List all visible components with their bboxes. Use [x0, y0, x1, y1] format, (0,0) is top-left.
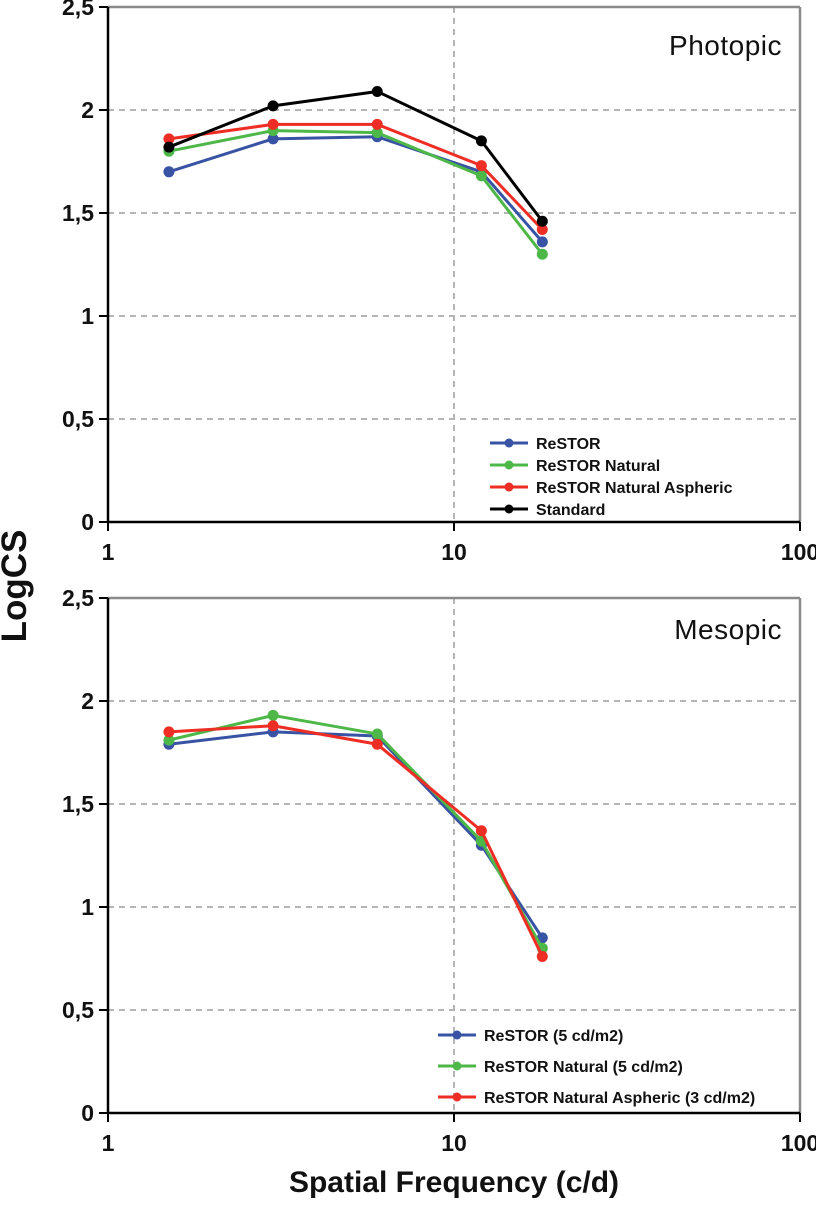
data-point [163, 734, 175, 746]
legend-marker [452, 1030, 462, 1040]
legend-marker [504, 460, 514, 470]
data-point [163, 166, 175, 178]
y-axis-title: LogCS [0, 529, 34, 643]
x-tick-label: 1 [102, 1130, 115, 1156]
y-tick-label: 2 [81, 688, 94, 714]
data-point [267, 133, 279, 145]
y-tick-label: 1,5 [62, 200, 94, 226]
x-tick-label: 100 [781, 539, 816, 565]
data-point [371, 738, 383, 750]
data-point [371, 728, 383, 740]
data-point [267, 709, 279, 721]
legend-label: ReSTOR Natural Aspheric [536, 480, 733, 497]
y-tick-label: 1 [81, 894, 94, 920]
legend-label: Standard [536, 502, 605, 519]
data-point [371, 127, 383, 139]
legend-marker [504, 482, 514, 492]
series-line-restor [167, 135, 544, 244]
y-tick-label: 1 [81, 303, 94, 329]
data-point [536, 950, 548, 962]
legend-marker [504, 438, 514, 448]
y-tick-label: 0 [81, 509, 94, 535]
data-point [163, 726, 175, 738]
y-tick-label: 2,5 [62, 0, 94, 20]
data-point [536, 236, 548, 248]
x-tick-label: 100 [781, 1130, 816, 1156]
y-tick-label: 0,5 [62, 997, 94, 1023]
legend-marker [504, 504, 514, 514]
y-tick-label: 2,5 [62, 585, 94, 611]
data-point [475, 135, 487, 147]
data-point [163, 133, 175, 145]
panel-title-mesopic: Mesopic [674, 614, 782, 645]
data-point [536, 215, 548, 227]
data-point [267, 100, 279, 112]
x-tick-label: 10 [441, 539, 467, 565]
x-tick-label: 1 [102, 539, 115, 565]
data-point [536, 248, 548, 260]
legend-label: ReSTOR (5 cd/m2) [484, 1028, 623, 1045]
data-point [267, 720, 279, 732]
data-point [267, 118, 279, 130]
y-tick-label: 0 [81, 1100, 94, 1126]
y-tick-label: 1,5 [62, 791, 94, 817]
legend-label: ReSTOR Natural (5 cd/m2) [484, 1059, 683, 1076]
data-point [536, 223, 548, 235]
legend-marker [452, 1061, 462, 1071]
y-tick-label: 0,5 [62, 406, 94, 432]
legend-label: ReSTOR [536, 436, 601, 453]
panel-title-photopic: Photopic [669, 30, 782, 61]
data-point [163, 141, 175, 153]
x-axis-title: Spatial Frequency (c/d) [288, 1166, 620, 1199]
data-point [371, 85, 383, 97]
data-point [475, 160, 487, 172]
data-point [475, 170, 487, 182]
legend-label: ReSTOR Natural Aspheric (3 cd/m2) [484, 1090, 755, 1107]
x-tick-label: 10 [441, 1130, 467, 1156]
legend-label: ReSTOR Natural [536, 458, 660, 475]
data-point [371, 118, 383, 130]
series-line-restor-natural-aspheric-3-cd-m2- [167, 724, 544, 958]
y-tick-label: 2 [81, 97, 94, 123]
legend-marker [452, 1092, 462, 1102]
data-point [475, 825, 487, 837]
